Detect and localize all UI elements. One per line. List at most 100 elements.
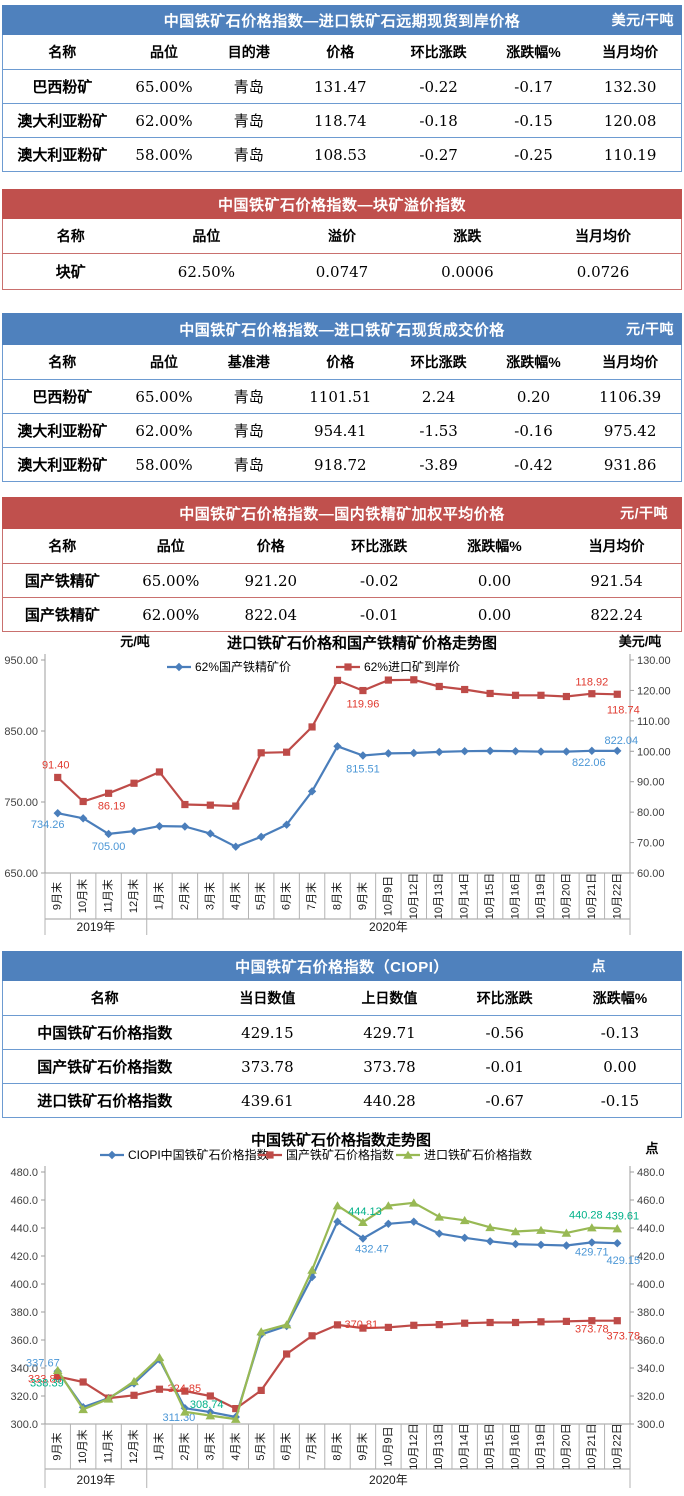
table-import-spot-transaction-price: 中国铁矿石价格指数—进口铁矿石现货成交价格 元/干吨 名称 品位 基准港 价格 环比涨跌… [2,313,682,482]
price-trend-chart: 进口铁矿石价格和国产铁精矿价格走势图 元/吨 美元/吨 62%国产铁精矿价 62%进口矿… [4,634,671,935]
x-tick-label: 7月末 [304,1432,318,1460]
table-row: 巴西粉矿 65.00% 青岛 1101.51 2.24 0.20 1106.39 [2,379,682,414]
column-header: 当日数值 [206,981,329,1016]
series-marker [256,832,266,841]
data-point-label: 311.30 [162,1412,195,1424]
legend-triangle-icon [403,1150,413,1159]
series-line [56,1201,618,1421]
x-tick-label: 6月末 [279,1432,293,1460]
row-name-cell: 巴西粉矿 [2,69,122,104]
legend-diamond-icon [174,662,184,672]
row-name-cell: 澳大利亚粉矿 [2,137,122,172]
x-tick-label: 10月9日 [382,1426,394,1466]
series-marker [410,1321,418,1329]
series-marker [485,1237,495,1246]
table-title: 中国铁矿石价格指数—国内铁精矿加权平均价格 [179,505,505,523]
series-marker [53,808,62,818]
left-tick-label: 850.00 [4,726,38,738]
series-marker [155,768,164,776]
column-header: 品位 [121,345,207,380]
series-marker [511,691,520,699]
series-marker [231,842,240,851]
series-marker [537,691,545,699]
value-cell: 0.00 [436,563,553,598]
left-tick-label: 750.00 [4,797,38,809]
right-tick-label: 130.00 [637,655,671,667]
x-tick-label: 9月末 [355,882,369,910]
column-header: 溢价 [274,219,410,254]
series-marker [384,676,392,684]
x-tick-label: 8月末 [330,1432,344,1460]
series-marker [78,1404,88,1414]
series-marker [359,1324,367,1332]
legend-label: 62%国产铁精矿价 [195,660,291,674]
x-tick-label: 7月末 [304,882,318,910]
series-marker [333,1321,342,1329]
table-domestic-concentrate-weighted-price: 中国铁矿石价格指数—国内铁精矿加权平均价格 元/干吨 名称 品位 价格 环比涨跌 涨跌幅… [2,497,682,632]
table-row: 澳大利亚粉矿 58.00% 青岛 918.72 -3.89 -0.42 931.86 [2,447,682,482]
x-tick-label: 10月13日 [433,1423,445,1469]
series-marker [486,689,494,698]
value-cell: -0.15 [558,1083,682,1118]
series-marker [459,1215,470,1225]
value-cell: -0.25 [487,137,580,172]
table-header-bar: 中国铁矿石价格指数—进口铁矿石现货成交价格 元/干吨 [2,313,682,345]
left-tick-label: 480.0 [10,1167,38,1179]
right-tick-label: 120.00 [637,685,671,697]
value-cell: -0.22 [389,69,488,104]
row-name-cell: 巴西粉矿 [2,379,122,414]
data-point-label: 338.39 [30,1377,64,1389]
column-header: 涨跌 [409,219,526,254]
value-cell: 822.04 [219,597,322,632]
data-point-label: 333.85 [28,1374,62,1386]
value-cell: -0.02 [321,563,437,598]
series-marker [461,1319,469,1327]
x-tick-label: 2月末 [177,882,191,910]
header-row: 名称 品位 溢价 涨跌 当月均价 [2,219,682,254]
right-tick-label: 60.00 [637,868,665,880]
value-cell: -0.67 [450,1083,559,1118]
series-marker [256,1327,266,1336]
value-cell: -1.53 [389,413,488,448]
series-marker [308,1332,316,1340]
series-marker [181,1387,189,1395]
x-tick-label: 9月末 [50,882,64,910]
table-title: 中国铁矿石价格指数—进口铁矿石现货成交价格 [179,321,505,339]
x-tick-label: 10月14日 [459,1423,471,1469]
left-tick-label: 460.0 [10,1195,38,1207]
data-point-label: 118.92 [575,677,608,689]
x-tick-label: 10月末 [75,879,89,913]
series-line [56,1220,618,1419]
x-tick-label: 10月12日 [408,1423,420,1469]
left-tick-label: 320.0 [10,1391,38,1403]
column-header: 涨跌幅% [487,345,580,380]
left-tick-label: 340.0 [10,1363,38,1375]
series-marker [181,800,189,809]
x-tick-label: 4月末 [228,1432,242,1460]
series-marker [435,1321,443,1329]
table-title: 中国铁矿石价格指数—块矿溢价指数 [217,196,466,214]
value-cell: 108.53 [291,137,390,172]
x-tick-label: 10月12日 [408,873,420,919]
table-row: 块矿 62.50% 0.0747 0.0006 0.0726 [2,253,682,290]
series-marker [79,797,87,806]
series-marker [232,802,240,810]
value-cell: 58.00% [121,137,207,172]
series-marker [461,685,469,694]
value-cell: 975.42 [579,413,682,448]
table-header-bar: 中国铁矿石价格指数—块矿溢价指数 [2,189,682,219]
column-header: 环比涨跌 [321,529,437,564]
series-marker [537,1318,545,1326]
right-tick-label: 360.0 [637,1335,665,1347]
value-cell: 1101.51 [291,379,390,414]
data-point-label: 444.13 [348,1206,382,1218]
legend-label: 进口铁矿石价格指数 [424,1147,532,1162]
column-header: 环比涨跌 [450,981,559,1016]
x-tick-label: 8月末 [330,882,344,910]
data-point-label: 86.19 [98,800,126,812]
left-tick-label: 440.0 [10,1223,38,1235]
value-cell: 0.20 [487,379,580,414]
series-marker [307,1265,317,1274]
table-title: 中国铁矿石价格指数—进口铁矿石远期现货到岸价格 [163,12,521,30]
x-tick-label: 2月末 [177,1432,191,1460]
